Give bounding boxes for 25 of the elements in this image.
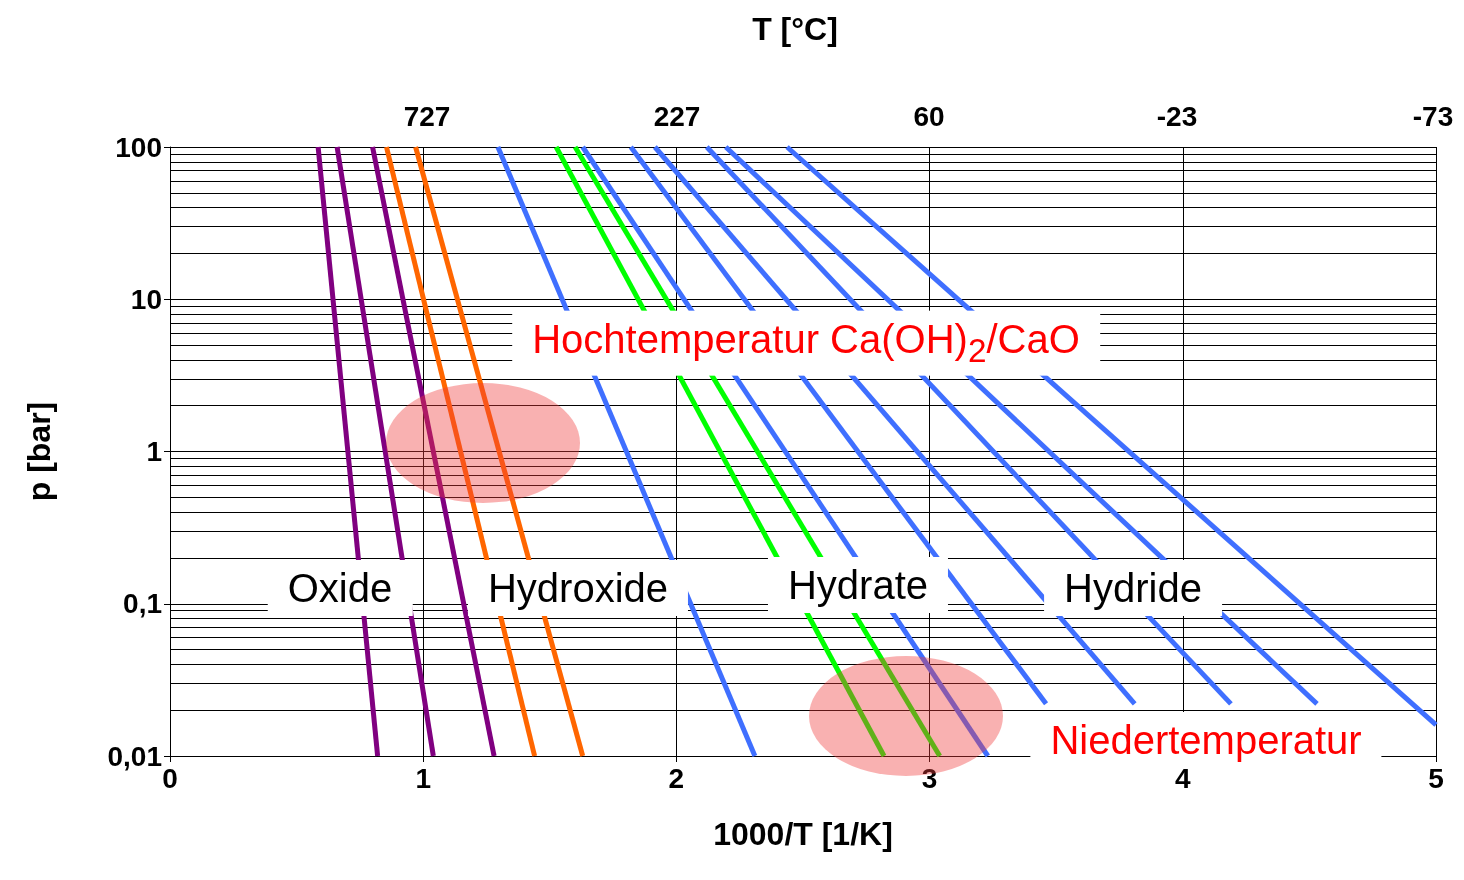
y-tick-label: 0,1 (123, 588, 162, 620)
annotation: Hochtemperatur Ca(OH)$_{2}$/CaO (512, 310, 1100, 376)
x-tick-label: 2 (668, 762, 685, 794)
y-tick-label: 1 (146, 436, 162, 467)
y-tick-label: 10 (130, 283, 162, 315)
text: 60 (913, 100, 945, 133)
x-tick-label: 0 (162, 762, 178, 794)
annotation: Hydroxide (467, 560, 689, 616)
text: 727 (403, 100, 451, 133)
text: 227 (653, 100, 701, 133)
annotation: Niedertemperatur (1050, 718, 1362, 762)
x-tick-label: 5 (1428, 762, 1444, 794)
y-tick-label: 100 (115, 131, 162, 163)
x-tick-label: 1 (415, 762, 431, 794)
y-tick-label: 0,01 (107, 740, 162, 772)
text: -73 (1412, 100, 1454, 133)
annotation: Oxide (267, 560, 413, 616)
x2-axis-title: T [°C] (752, 11, 838, 48)
x-tick-label: 3 (921, 762, 938, 794)
y-axis-title: p [bar] (21, 401, 57, 502)
x-axis-title: 1000/T [1/K] (713, 816, 893, 852)
text: -23 (1156, 100, 1198, 133)
annotation: Hydrate (767, 557, 949, 613)
x-tick-label: 4 (1175, 762, 1192, 794)
annotation: Hydride (1044, 560, 1222, 616)
